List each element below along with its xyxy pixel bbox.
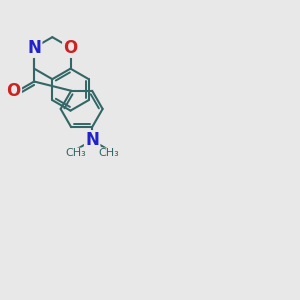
Text: O: O: [7, 82, 21, 100]
Text: CH₃: CH₃: [98, 148, 118, 158]
Text: O: O: [63, 39, 78, 57]
Text: N: N: [27, 39, 41, 57]
Text: N: N: [85, 131, 99, 149]
Text: CH₃: CH₃: [66, 148, 86, 158]
